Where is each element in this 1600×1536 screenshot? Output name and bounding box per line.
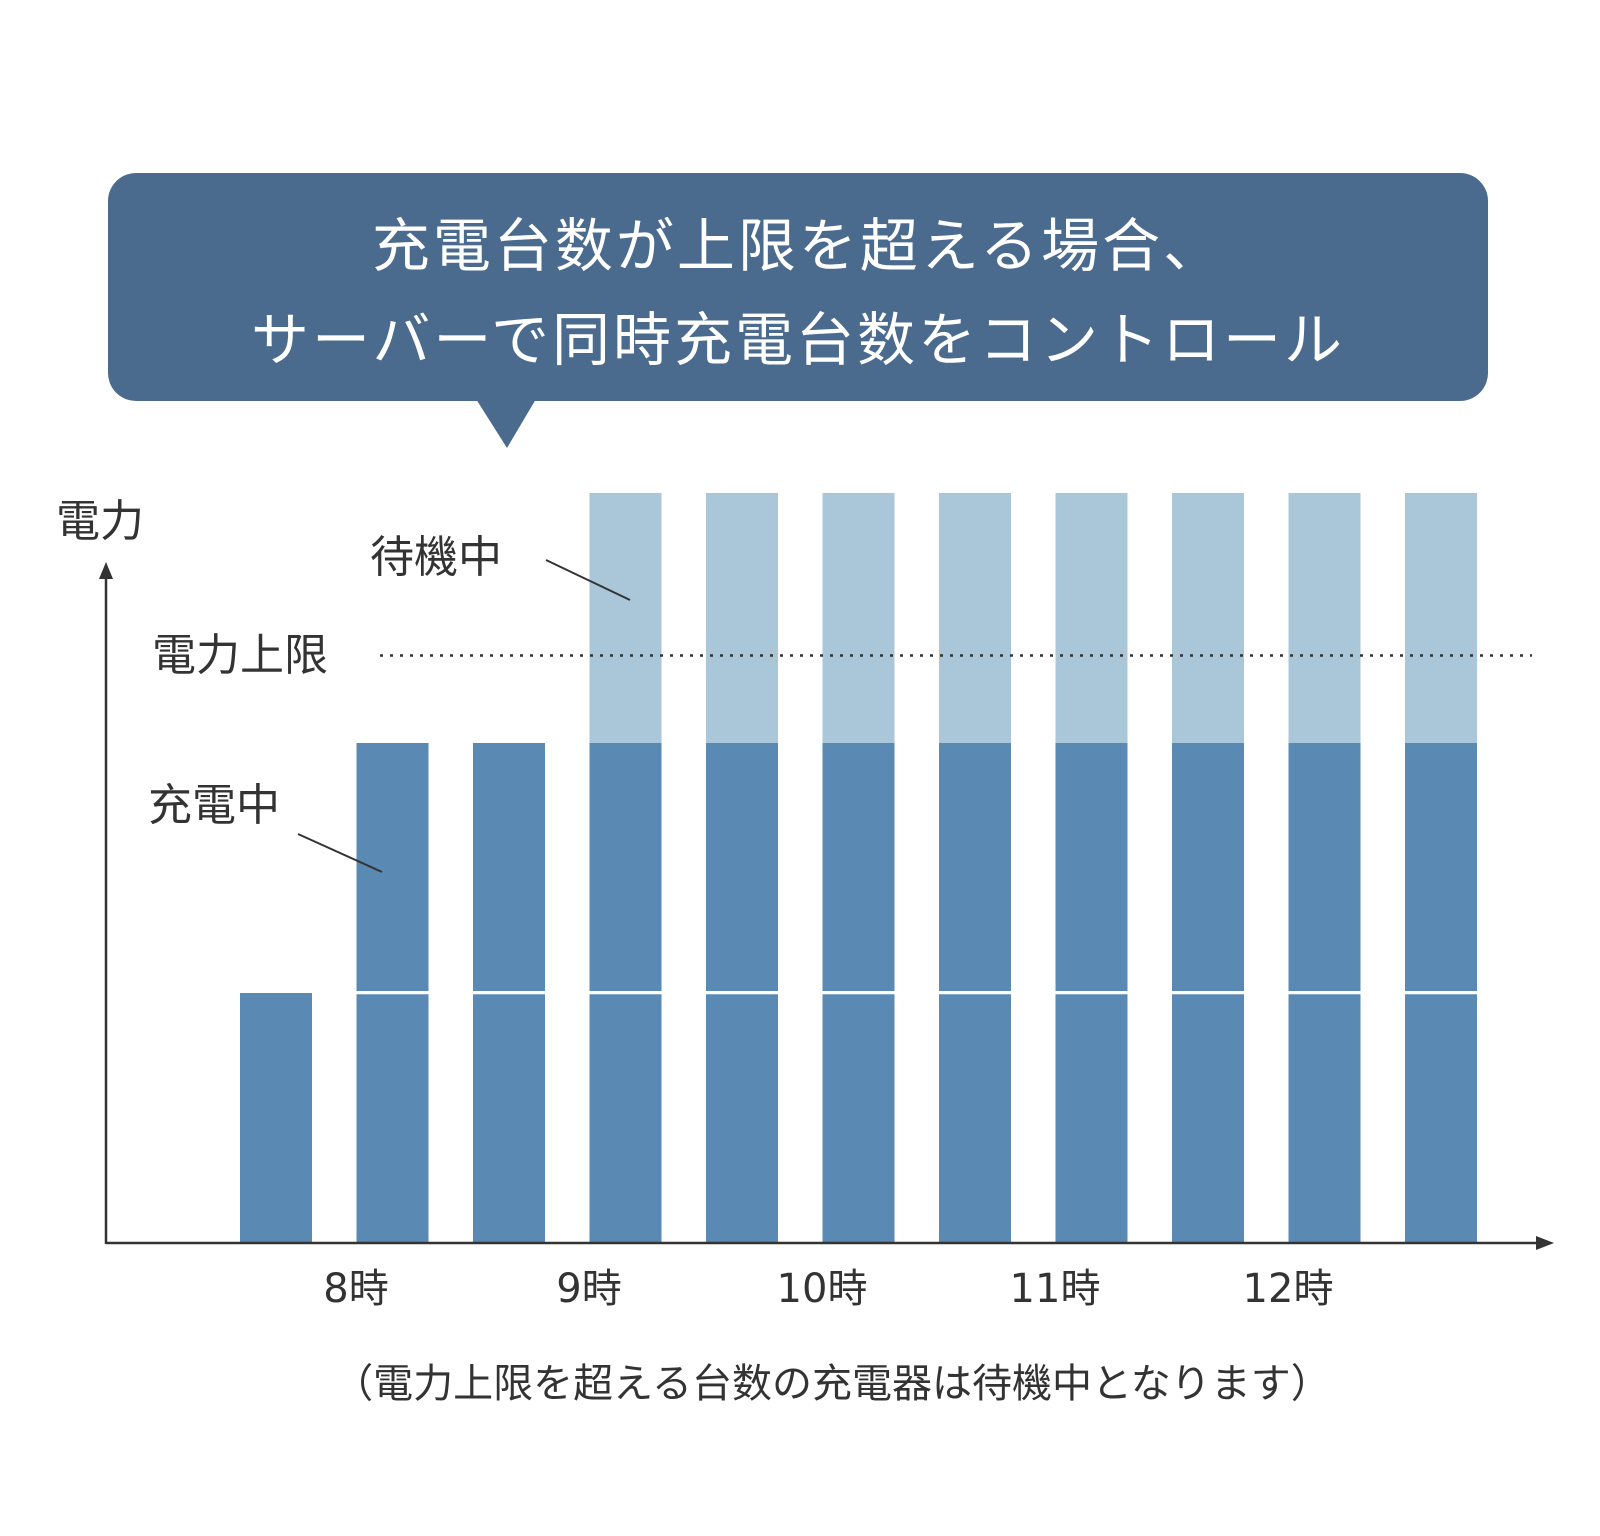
bar-8-charging-block-2 <box>1055 743 1128 991</box>
bar-5-charging-block-2 <box>706 743 778 991</box>
bar-8-waiting-block-1 <box>1055 493 1128 743</box>
bar-3-charging-block-1 <box>473 993 545 1243</box>
axes <box>99 562 1554 1250</box>
x-tick-label: 9時 <box>556 1266 621 1312</box>
callout-pointer <box>476 399 536 448</box>
bar-5-waiting-block-1 <box>706 493 778 743</box>
x-tick-labels: 8時 9時 10時 11時 12時 <box>323 1266 1333 1312</box>
bar-9-charging-block-2 <box>1172 743 1244 991</box>
callout-line-2: サーバーで同時充電台数をコントロール <box>251 306 1345 374</box>
y-axis-label: 電力 <box>56 496 144 547</box>
bar-6-charging-block-1 <box>822 993 895 1243</box>
bar-6-charging-block-2 <box>822 743 895 991</box>
bar-3-charging-block-2 <box>473 743 545 991</box>
bar-4-waiting-block-1 <box>589 493 662 743</box>
bar-9-waiting-block-1 <box>1172 493 1244 743</box>
x-tick-label: 11時 <box>1010 1266 1101 1312</box>
bar-10-charging-block-2 <box>1288 743 1361 991</box>
x-tick-label: 10時 <box>777 1266 868 1312</box>
x-tick-label: 8時 <box>323 1266 388 1312</box>
bar-7-waiting-block-1 <box>939 493 1011 743</box>
bar-5-charging-block-1 <box>706 993 778 1243</box>
bars-group <box>240 493 1477 1243</box>
bar-9-charging-block-1 <box>1172 993 1244 1243</box>
bar-11-charging-block-2 <box>1405 743 1477 991</box>
x-axis-arrow <box>1536 1236 1554 1250</box>
y-axis-arrow <box>99 562 113 579</box>
x-tick-label: 12時 <box>1243 1266 1334 1312</box>
bar-8-charging-block-1 <box>1055 993 1128 1243</box>
bar-4-charging-block-2 <box>589 743 662 991</box>
bar-6-waiting-block-1 <box>822 493 895 743</box>
bar-11-waiting-block-1 <box>1405 493 1477 743</box>
bar-2-charging-block-1 <box>356 993 429 1243</box>
bar-1-charging-block-1 <box>240 993 312 1243</box>
bar-7-charging-block-1 <box>939 993 1011 1243</box>
callout-bubble: 充電台数が上限を超える場合、 サーバーで同時充電台数をコントロール <box>108 173 1488 448</box>
bar-2-charging-block-2 <box>356 743 429 991</box>
charging-leader-line <box>297 833 383 873</box>
callout-line-1: 充電台数が上限を超える場合、 <box>372 212 1224 280</box>
charging-label: 充電中 <box>148 780 280 831</box>
footnote-caption: （電力上限を超える台数の充電器は待機中となります） <box>333 1361 1331 1407</box>
bar-11-charging-block-1 <box>1405 993 1477 1243</box>
bar-10-waiting-block-1 <box>1288 493 1361 743</box>
waiting-leader-line <box>545 559 631 601</box>
waiting-label: 待機中 <box>370 532 502 583</box>
callout-background <box>108 173 1488 401</box>
bar-10-charging-block-1 <box>1288 993 1361 1243</box>
bar-4-charging-block-1 <box>589 993 662 1243</box>
power-limit-label: 電力上限 <box>152 630 328 681</box>
bar-7-charging-block-2 <box>939 743 1011 991</box>
